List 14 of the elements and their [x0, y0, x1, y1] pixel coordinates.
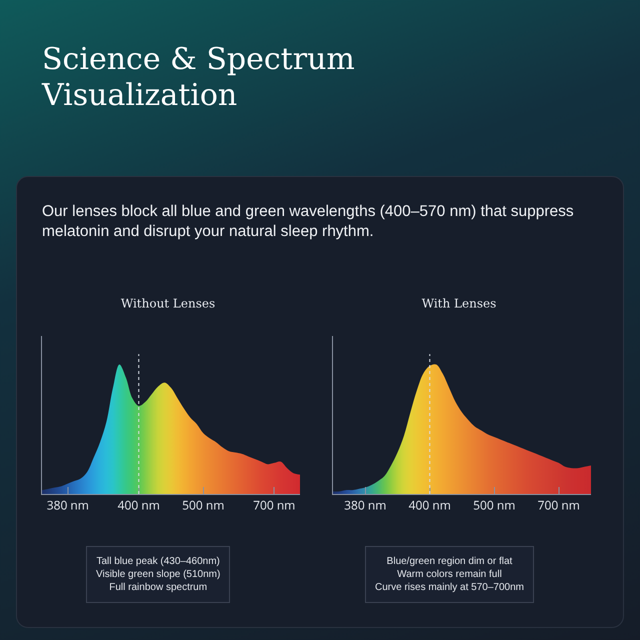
x-tick-label: 400 nm: [118, 496, 160, 514]
x-tick-label: 500 nm: [182, 496, 224, 514]
text: Science & Spectrum Visualization: [42, 42, 356, 114]
chart-title: With Lenses: [422, 296, 496, 310]
x-tick-label: 400 nm: [408, 496, 451, 514]
text: Tall blue peak (430–460nm) Visible green slope (510nm) Full rainbow spectrum: [96, 556, 220, 593]
x-tick-label: 380 nm: [344, 496, 386, 514]
x-tick-label: 700 nm: [253, 496, 296, 514]
text: Our lenses block all blue and green wavelengths (400–570 nm) that suppress melatonin and disrupt your natural sleep rhythm.: [42, 202, 575, 242]
text: Blue/green region dim or flat Warm colors remain full Curve rises mainly at 570–700nm: [375, 556, 524, 593]
x-tick-label: 500 nm: [473, 496, 516, 514]
x-tick-label: 700 nm: [538, 496, 580, 514]
chart-title: Without Lenses: [120, 296, 216, 310]
x-tick-label: 380 nm: [46, 496, 89, 514]
